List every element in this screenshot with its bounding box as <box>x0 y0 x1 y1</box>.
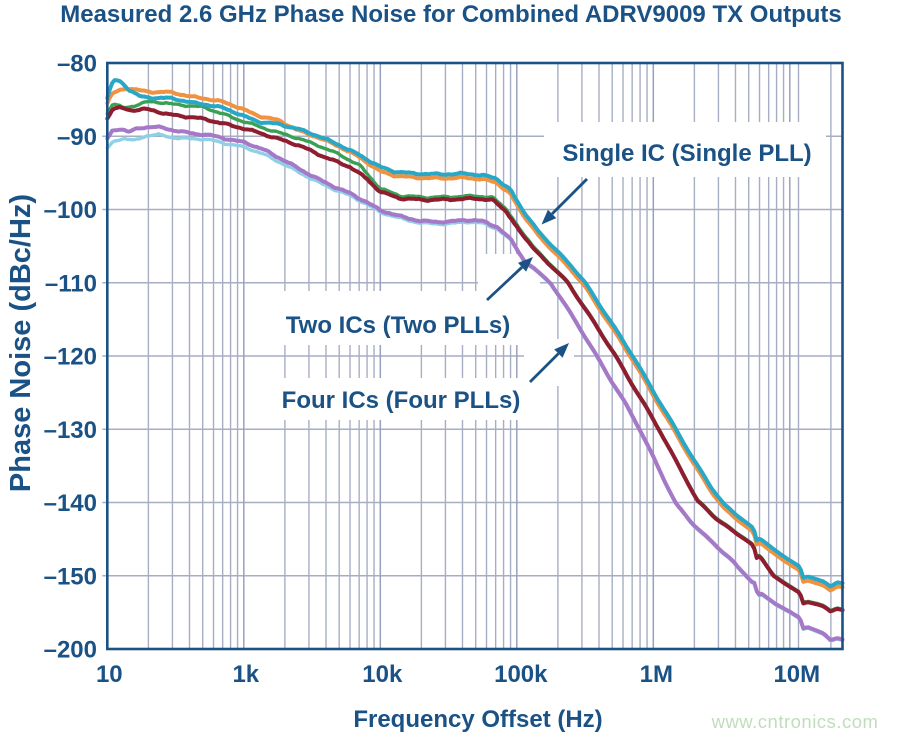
svg-text:–150: –150 <box>44 563 97 590</box>
svg-text:Frequency Offset (Hz): Frequency Offset (Hz) <box>353 706 602 733</box>
svg-text:–140: –140 <box>44 490 97 517</box>
svg-text:Single IC (Single PLL): Single IC (Single PLL) <box>562 140 811 167</box>
svg-text:–90: –90 <box>57 124 97 151</box>
svg-text:Four ICs (Four PLLs): Four ICs (Four PLLs) <box>282 387 521 414</box>
svg-text:1M: 1M <box>640 661 673 688</box>
svg-text:–80: –80 <box>57 51 97 78</box>
svg-text:–200: –200 <box>44 637 97 664</box>
svg-text:Phase Noise (dBc/Hz): Phase Noise (dBc/Hz) <box>5 194 37 492</box>
svg-text:Two ICs (Two PLLs): Two ICs (Two PLLs) <box>286 312 510 339</box>
svg-text:Measured 2.6 GHz Phase Noise f: Measured 2.6 GHz Phase Noise for Combine… <box>60 1 842 28</box>
svg-text:100k: 100k <box>494 661 548 688</box>
svg-text:–110: –110 <box>45 270 97 297</box>
svg-text:10k: 10k <box>362 661 403 688</box>
svg-text:www.cntronics.com: www.cntronics.com <box>711 711 879 732</box>
svg-text:–100: –100 <box>44 197 97 224</box>
svg-text:–130: –130 <box>44 417 97 444</box>
svg-text:10: 10 <box>96 661 123 688</box>
svg-text:1k: 1k <box>232 661 259 688</box>
svg-text:10M: 10M <box>773 661 820 688</box>
svg-text:–120: –120 <box>44 344 97 371</box>
